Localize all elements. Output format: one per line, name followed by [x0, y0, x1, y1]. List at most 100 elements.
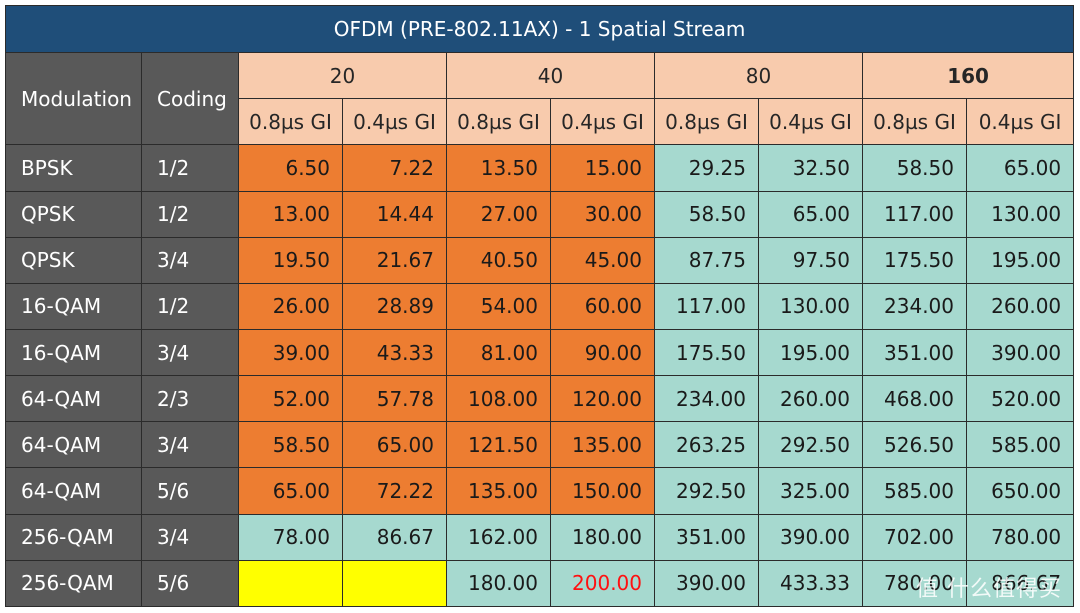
- gi-header: 0.4µs GI: [342, 98, 447, 146]
- rate-cell: 234.00: [654, 375, 759, 423]
- gi-header: 0.4µs GI: [758, 98, 863, 146]
- bandwidth-160-header: 160: [861, 52, 1075, 100]
- rate-cell: 90.00: [550, 329, 655, 377]
- table-title: OFDM (PRE-802.11AX) - 1 Spatial Stream: [4, 4, 1075, 54]
- table-row: QPSK 3/4 19.50 21.67 40.50 45.00 87.75 97.50 175…: [5, 236, 1075, 284]
- coding-cell: 3/4: [141, 236, 239, 284]
- rate-cell: 468.00: [862, 375, 967, 423]
- rate-cell: 175.50: [862, 236, 967, 284]
- rate-cell: 45.00: [550, 236, 655, 284]
- rate-cell: 263.25: [654, 421, 759, 469]
- rate-cell: 866.67: [965, 559, 1075, 608]
- rate-cell: 585.00: [965, 421, 1075, 469]
- modulation-cell: 16-QAM: [5, 329, 142, 377]
- coding-cell: 1/2: [141, 282, 239, 331]
- watermark-text: 值 什么值得买: [916, 577, 1062, 602]
- rate-cell: 121.50: [446, 421, 551, 469]
- rate-cell: 130.00: [965, 190, 1075, 238]
- modulation-cell: BPSK: [5, 144, 142, 192]
- rate-cell: 260.00: [965, 282, 1075, 331]
- gi-header: 0.4µs GI: [550, 98, 655, 146]
- rate-cell: 43.33: [342, 329, 447, 377]
- gi-header: 0.8µs GI: [654, 98, 759, 146]
- coding-cell: 1/2: [141, 144, 239, 192]
- rate-cell: 585.00: [862, 467, 967, 515]
- table-row: 64-QAM 5/6 65.00 72.22 135.00 150.00 292.50 325…: [5, 467, 1075, 515]
- rate-cell: 175.50: [654, 329, 759, 377]
- rate-cell: 13.00: [238, 190, 343, 238]
- coding-cell: 2/3: [141, 375, 239, 423]
- modulation-cell: 16-QAM: [5, 282, 142, 331]
- rate-cell: 78.00: [238, 513, 343, 561]
- bandwidth-40-header: 40: [446, 52, 655, 100]
- rate-cell: 180.00: [446, 559, 551, 608]
- rate-cell: 39.00: [238, 329, 343, 377]
- rate-cell: 52.00: [238, 375, 343, 423]
- rate-cell: 162.00: [446, 513, 551, 561]
- coding-cell: 5/6: [141, 559, 239, 608]
- rate-cell: 32.50: [758, 144, 863, 192]
- rate-cell: 72.22: [342, 467, 447, 515]
- rate-cell: 292.50: [758, 421, 863, 469]
- rate-cell: 135.00: [446, 467, 551, 515]
- rate-cell: 120.00: [550, 375, 655, 423]
- rate-cell: 58.50: [238, 421, 343, 469]
- rate-cell: 390.00: [758, 513, 863, 561]
- rate-cell: 325.00: [758, 467, 863, 515]
- rate-cell: 390.00: [654, 559, 759, 608]
- rate-cell: 86.67: [342, 513, 447, 561]
- rate-cell: 260.00: [758, 375, 863, 423]
- rate-cell: 520.00: [965, 375, 1075, 423]
- rate-cell: 15.00: [550, 144, 655, 192]
- gi-header: 0.4µs GI: [965, 98, 1075, 146]
- rate-cell: 117.00: [862, 190, 967, 238]
- bandwidth-20-header: 20: [238, 52, 447, 100]
- rate-cell: 58.50: [654, 190, 759, 238]
- rate-cell: 433.33: [758, 559, 863, 608]
- data-rate-table: OFDM (PRE-802.11AX) - 1 Spatial Stream M…: [4, 4, 1075, 608]
- table-row: 64-QAM 3/4 58.50 65.00 121.50 135.00 263.25 292…: [5, 421, 1075, 469]
- rate-cell: 6.50: [238, 144, 343, 192]
- rate-cell: 150.00: [550, 467, 655, 515]
- rate-cell: 526.50: [862, 421, 967, 469]
- table-row: 256-QAM 5/6 180.00 200.00 390.00 433.33 780.00…: [5, 559, 1075, 608]
- table-row: 256-QAM 3/4 78.00 86.67 162.00 180.00 351.00 39…: [5, 513, 1075, 561]
- rate-cell: 390.00: [965, 329, 1075, 377]
- rate-cell: 54.00: [446, 282, 551, 331]
- rate-cell: 21.67: [342, 236, 447, 284]
- table-body: BPSK 1/2 6.50 7.22 13.50 15.00 29.25 32.50 58.50…: [5, 144, 1075, 608]
- rate-cell: 30.00: [550, 190, 655, 238]
- coding-cell: 1/2: [141, 190, 239, 238]
- rate-cell: 60.00: [550, 282, 655, 331]
- rate-cell: 180.00: [550, 513, 655, 561]
- rate-cell: 351.00: [862, 329, 967, 377]
- rate-cell: 65.00: [342, 421, 447, 469]
- rate-cell: 650.00: [965, 467, 1075, 515]
- coding-header: Coding: [141, 52, 239, 146]
- rate-cell: 780.00: [965, 513, 1075, 561]
- bandwidth-80-header: 80: [654, 52, 863, 100]
- rate-cell: 130.00: [758, 282, 863, 331]
- gi-header: 0.8µs GI: [446, 98, 551, 146]
- rate-cell: 200.00: [550, 559, 655, 608]
- rate-cell: 7.22: [342, 144, 447, 192]
- rate-cell: 81.00: [446, 329, 551, 377]
- modulation-cell: 256-QAM: [5, 513, 142, 561]
- rate-cell: 27.00: [446, 190, 551, 238]
- rate-cell: 195.00: [758, 329, 863, 377]
- rate-cell: 58.50: [862, 144, 967, 192]
- rate-cell: 65.00: [758, 190, 863, 238]
- rate-cell: 780.00: [862, 559, 967, 608]
- modulation-cell: 64-QAM: [5, 421, 142, 469]
- rate-cell: 87.75: [654, 236, 759, 284]
- rate-cell: 13.50: [446, 144, 551, 192]
- modulation-cell: QPSK: [5, 236, 142, 284]
- rate-cell: 135.00: [550, 421, 655, 469]
- table-row: BPSK 1/2 6.50 7.22 13.50 15.00 29.25 32.50 58.50…: [5, 144, 1075, 192]
- rate-cell: [342, 559, 447, 608]
- coding-cell: 3/4: [141, 513, 239, 561]
- table-row: 16-QAM 3/4 39.00 43.33 81.00 90.00 175.50 195.0…: [5, 329, 1075, 377]
- coding-cell: 3/4: [141, 329, 239, 377]
- table-row: 64-QAM 2/3 52.00 57.78 108.00 120.00 234.00 260…: [5, 375, 1075, 423]
